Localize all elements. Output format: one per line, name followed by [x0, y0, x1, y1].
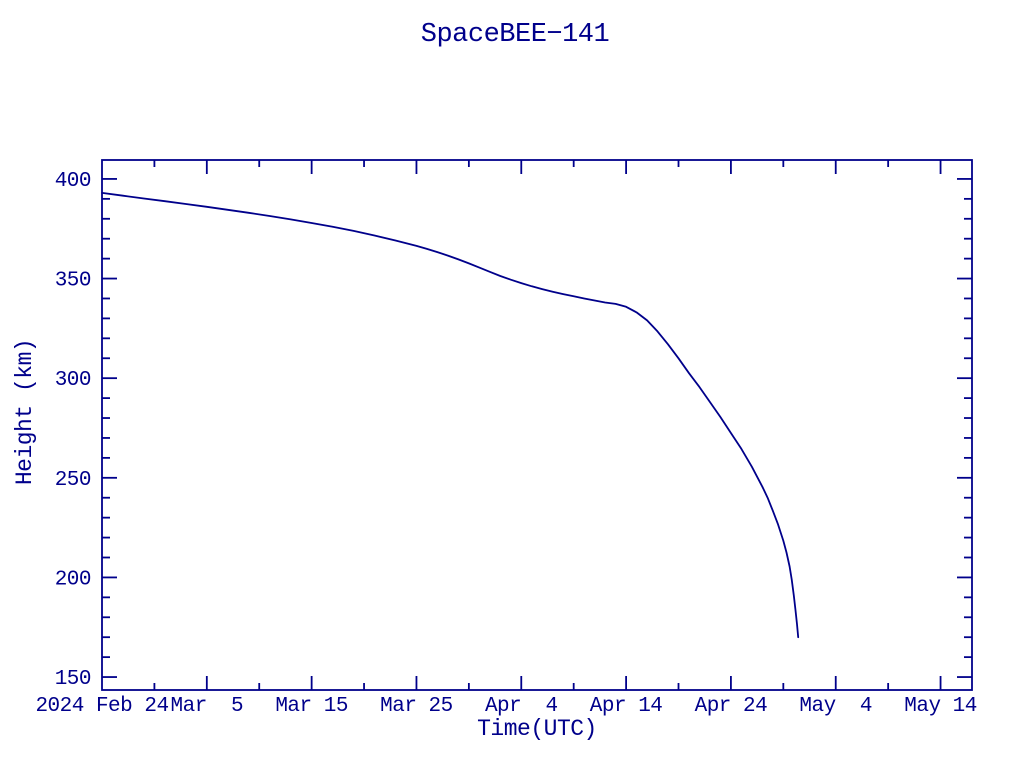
x-tick-label: Apr 14	[590, 695, 663, 718]
x-tick-label: Apr 4	[485, 695, 558, 718]
x-tick-label: Mar 15	[275, 695, 348, 718]
chart-title: SpaceBEE−141	[421, 20, 609, 50]
x-tick-label: 2024 Feb 24	[35, 695, 168, 718]
y-tick-label: 350	[55, 270, 91, 293]
plot-frame	[101, 159, 973, 691]
decay-curve	[101, 191, 800, 639]
y-tick-label: 150	[55, 668, 91, 691]
y-tick-label: 400	[55, 170, 91, 193]
x-tick-label: Apr 24	[695, 695, 768, 718]
plot-area: 2024 Feb 24 Mar 5 Mar 15 Mar 25 Apr 4 Apr 14 A…	[35, 159, 977, 718]
y-tick-label: 250	[55, 469, 91, 492]
x-tick-label: Mar 25	[380, 695, 453, 718]
y-tick-label: 200	[55, 568, 91, 591]
x-axis-label: Time(UTC)	[477, 716, 597, 742]
y-axis-label: Height (km)	[12, 339, 38, 485]
y-tick-label: 300	[55, 369, 91, 392]
x-tick-label: May 14	[904, 695, 977, 718]
x-tick-label: May 4	[799, 695, 872, 718]
x-tick-label: Mar 5	[171, 695, 244, 718]
